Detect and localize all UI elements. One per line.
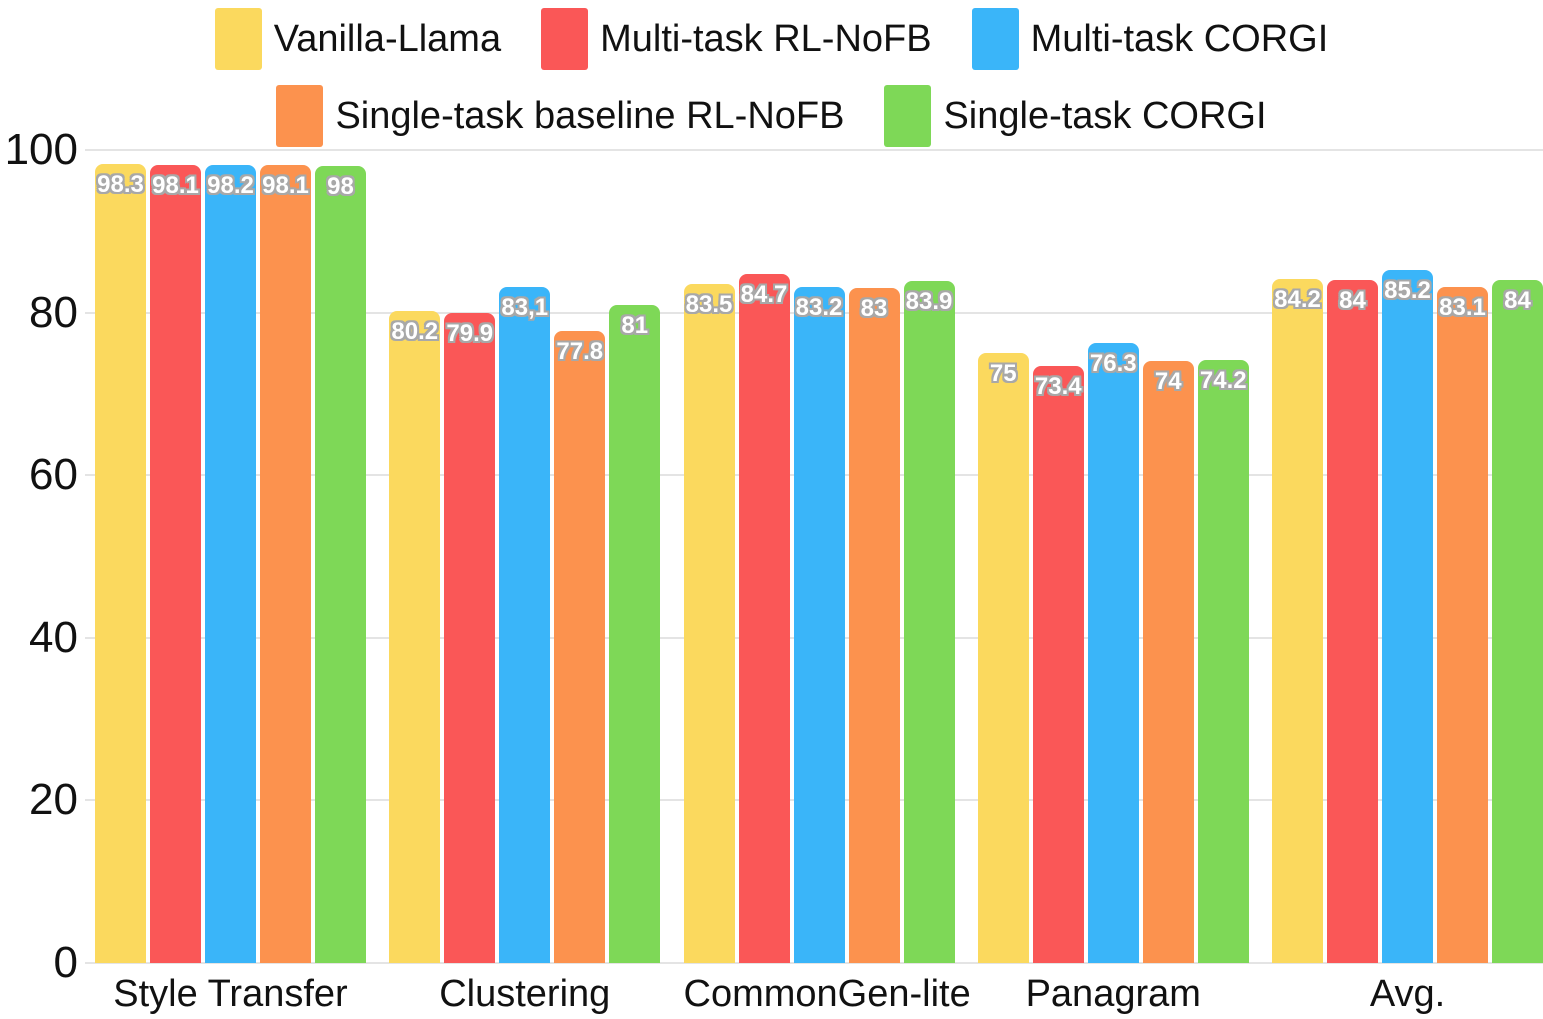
bar-group-avg: 84.2 84 85.2 83.1 84 — [1272, 270, 1543, 963]
bar-value-label: 98.2 — [207, 171, 254, 199]
bar-value-label: 98.3 — [97, 170, 144, 198]
y-tick-label-0: 0 — [53, 938, 78, 987]
legend-row-2: Single-task baseline RL-NoFB Single-task … — [276, 85, 1267, 147]
x-tick-label-avg: Avg. — [1369, 973, 1446, 1015]
gridline-100 — [85, 149, 1543, 151]
bar-value-label: 81 — [621, 311, 649, 339]
bar-value-label: 98.1 — [152, 172, 199, 200]
bar-value-label: 80.2 — [391, 318, 439, 345]
chart-legend: Vanilla-Llama Multi-task RL-NoFB Multi-tas… — [0, 8, 1543, 147]
legend-item-multi-task-rl-nofb: Multi-task RL-NoFB — [541, 8, 932, 70]
bar-multi-task-rl-nofb-avg: 84 — [1327, 280, 1378, 963]
x-tick-label-commongen-lite: CommonGen-lite — [683, 973, 971, 1015]
bar-multi-task-corgi-style-transfer: 98.2 — [205, 164, 256, 963]
gridline-0 — [85, 962, 1543, 964]
legend-label: Vanilla-Llama — [273, 18, 502, 60]
bar-multi-task-corgi-avg: 85.2 — [1382, 270, 1433, 963]
bar-value-label: 84.7 — [740, 281, 788, 309]
bar-value-label: 74 — [1154, 368, 1182, 396]
bar-single-task-baseline-rl-nofb-clustering: 77.8 — [554, 330, 606, 963]
x-tick-label-style-transfer: Style Transfer — [113, 973, 348, 1015]
y-axis: 0 20 40 60 80 100 — [0, 128, 78, 985]
bar-multi-task-corgi-commongen-lite: 83.2 — [793, 286, 845, 963]
bar-value-label: 84 — [1339, 287, 1366, 315]
legend-item-multi-task-corgi: Multi-task CORGI — [971, 8, 1329, 70]
legend-label: Single-task CORGI — [943, 95, 1267, 137]
bar-single-task-corgi-commongen-lite: 83.9 — [903, 280, 955, 963]
x-tick-label-clustering: Clustering — [439, 973, 611, 1015]
bar-value-label: 75 — [989, 360, 1017, 388]
bar-value-label: 83 — [860, 295, 888, 323]
bar-multi-task-corgi-clustering: 83,1 — [499, 287, 551, 963]
bar-vanilla-llama-style-transfer: 98.3 — [95, 163, 146, 963]
y-tick-label-40: 40 — [29, 612, 78, 662]
bar-single-task-baseline-rl-nofb-commongen-lite: 83 — [848, 288, 900, 963]
legend-label: Multi-task RL-NoFB — [600, 18, 932, 60]
bar-single-task-corgi-panagram: 74.2 — [1197, 359, 1249, 963]
bar-single-task-baseline-rl-nofb-panagram: 74 — [1142, 361, 1194, 963]
legend-swatch-single-task-corgi — [884, 85, 932, 147]
legend-item-single-task-baseline-rl-nofb: Single-task baseline RL-NoFB — [276, 85, 844, 147]
bar-groups: 98.3 98.1 98.2 98.1 98 80.2 79.9 83,1 77.8 81 83.5… — [95, 150, 1543, 963]
bar-value-label: 73.4 — [1034, 373, 1082, 401]
bar-value-label: 83.1 — [1439, 294, 1486, 322]
bar-single-task-corgi-avg: 84 — [1492, 280, 1543, 963]
bar-group-panagram: 75 73.4 76.3 74 74.2 — [977, 342, 1249, 963]
bar-value-label: 84.2 — [1274, 285, 1321, 313]
bar-vanilla-llama-commongen-lite: 83.5 — [683, 284, 735, 963]
x-axis: Style Transfer Clustering CommonGen-lite Pa… — [95, 973, 1543, 1016]
bar-value-label: 83.2 — [795, 293, 843, 321]
bar-value-label: 84 — [1504, 287, 1531, 315]
legend-swatch-multi-task-rl-nofb — [541, 8, 589, 70]
bar-single-task-corgi-style-transfer: 98 — [315, 166, 366, 963]
bar-multi-task-rl-nofb-commongen-lite: 84.7 — [738, 274, 790, 963]
bar-value-label: 83.9 — [905, 287, 953, 315]
x-tick-label-panagram: Panagram — [1025, 973, 1201, 1015]
bar-single-task-baseline-rl-nofb-style-transfer: 98.1 — [260, 165, 311, 963]
bar-value-label: 83,1 — [501, 294, 549, 322]
bar-value-label: 83.5 — [685, 291, 733, 319]
bar-group-commongen-lite: 83.5 84.7 83.2 83 83.9 — [683, 274, 955, 963]
legend-item-single-task-corgi: Single-task CORGI — [884, 85, 1267, 147]
bar-value-label: 76.3 — [1089, 349, 1137, 377]
bar-multi-task-rl-nofb-clustering: 79.9 — [444, 313, 496, 963]
bar-multi-task-rl-nofb-style-transfer: 98.1 — [150, 165, 201, 963]
bar-value-label: 74.2 — [1199, 366, 1247, 394]
legend-swatch-single-task-baseline-rl-nofb — [276, 85, 324, 147]
bar-value-label: 77.8 — [556, 337, 604, 365]
bar-multi-task-rl-nofb-panagram: 73.4 — [1032, 366, 1084, 963]
bar-single-task-corgi-clustering: 81 — [609, 304, 661, 963]
legend-item-vanilla-llama: Vanilla-Llama — [214, 8, 502, 70]
bar-group-style-transfer: 98.3 98.1 98.2 98.1 98 — [95, 163, 366, 963]
bar-value-label: 98.1 — [262, 172, 309, 200]
bar-group-clustering: 80.2 79.9 83,1 77.8 81 — [389, 287, 661, 963]
y-tick-label-100: 100 — [4, 125, 78, 174]
legend-swatch-vanilla-llama — [214, 8, 262, 70]
bar-value-label: 85.2 — [1384, 277, 1431, 305]
bar-vanilla-llama-clustering: 80.2 — [389, 311, 441, 963]
bar-value-label: 79.9 — [446, 320, 494, 348]
bar-multi-task-corgi-panagram: 76.3 — [1087, 342, 1139, 963]
legend-row-1: Vanilla-Llama Multi-task RL-NoFB Multi-tas… — [214, 8, 1329, 70]
legend-swatch-multi-task-corgi — [971, 8, 1019, 70]
plot-area: 98.3 98.1 98.2 98.1 98 80.2 79.9 83,1 77.8 81 83.5… — [85, 149, 1543, 964]
bar-single-task-baseline-rl-nofb-avg: 83.1 — [1437, 287, 1488, 963]
y-tick-label-80: 80 — [29, 287, 78, 337]
legend-label: Single-task baseline RL-NoFB — [335, 95, 845, 137]
bar-value-label: 98 — [327, 173, 354, 201]
bar-vanilla-llama-avg: 84.2 — [1272, 278, 1323, 963]
y-tick-label-60: 60 — [29, 450, 78, 500]
y-tick-label-20: 20 — [29, 775, 78, 825]
bar-vanilla-llama-panagram: 75 — [977, 353, 1029, 963]
legend-label: Multi-task CORGI — [1030, 18, 1329, 60]
